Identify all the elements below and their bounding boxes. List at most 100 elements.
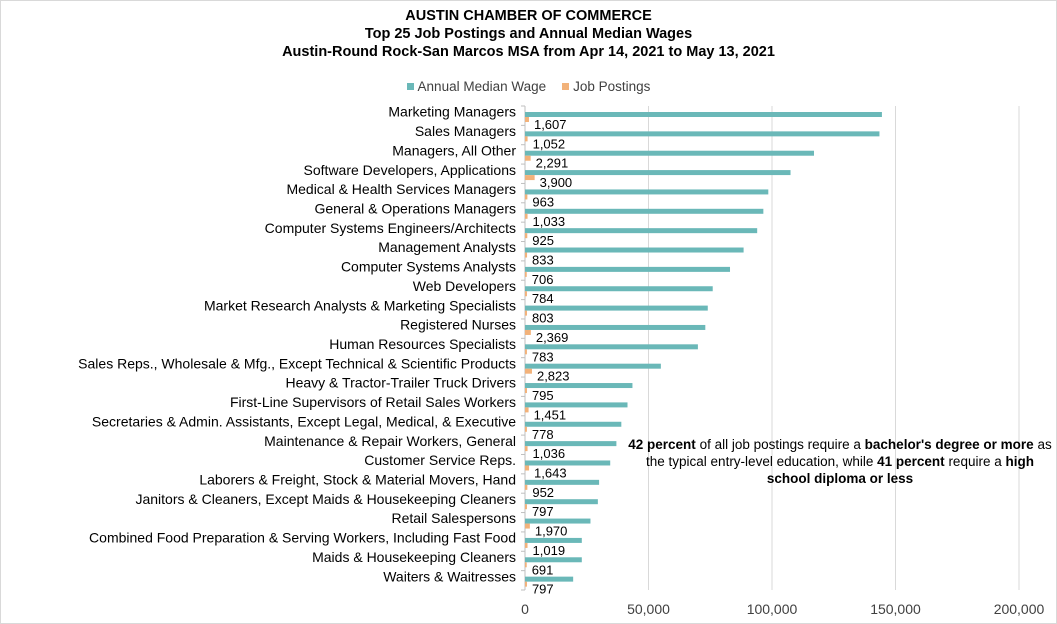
- annotation-part-3: bachelor's degree or more: [864, 437, 1034, 452]
- category-label: Retail Salespersons: [391, 510, 516, 526]
- chart-titles: AUSTIN CHAMBER OF COMMERCE Top 25 Job Po…: [0, 7, 1057, 61]
- wage-bar: [525, 228, 758, 234]
- legend-swatch-wage: [406, 83, 414, 90]
- postings-data-label: 797: [532, 582, 554, 597]
- annotation-part-1: 42 percent: [628, 437, 696, 452]
- postings-data-label: 784: [532, 291, 554, 306]
- postings-data-label: 1,019: [533, 543, 566, 558]
- category-label: General & Operations Managers: [314, 200, 516, 216]
- postings-data-label: 1,052: [533, 136, 566, 151]
- wage-bar: [525, 557, 582, 563]
- wage-bar: [525, 537, 582, 543]
- postings-data-label: 795: [532, 388, 554, 403]
- annotation-part-5: 41 percent: [877, 454, 945, 469]
- postings-data-label: 1,033: [533, 214, 566, 229]
- x-tick-label: 0: [521, 601, 529, 617]
- postings-bar: [525, 155, 531, 161]
- postings-bar: [525, 233, 528, 239]
- postings-data-label: 1,643: [534, 465, 567, 480]
- wage-bar: [525, 441, 617, 447]
- postings-data-label: 1,970: [535, 524, 568, 539]
- postings-data-label: 706: [532, 272, 554, 287]
- wage-bar: [525, 305, 708, 311]
- wage-bar: [525, 170, 791, 176]
- wage-bar: [525, 363, 661, 369]
- postings-bar: [525, 136, 528, 142]
- postings-data-label: 1,036: [533, 446, 566, 461]
- annotation-part-7: high school diploma or less: [766, 454, 1034, 486]
- chart-subtitle-2: Austin-Round Rock-San Marcos MSA from Ap…: [282, 44, 775, 60]
- legend-entry-wage: Annual Median Wage: [406, 79, 547, 94]
- postings-bar: [525, 252, 528, 258]
- category-label: Secretaries & Admin. Assistants, Except …: [92, 413, 516, 429]
- postings-bar: [525, 291, 527, 297]
- wage-bar: [525, 460, 611, 466]
- wage-bar: [525, 383, 633, 389]
- chart-subtitle-1: Top 25 Job Postings and Annual Median Wa…: [364, 26, 693, 42]
- category-label: Heavy & Tractor-Trailer Truck Drivers: [285, 375, 516, 391]
- category-label: Medical & Health Services Managers: [286, 181, 516, 197]
- wage-bar: [525, 344, 698, 350]
- wage-bar: [525, 150, 814, 156]
- postings-bar: [525, 426, 527, 432]
- postings-data-label: 925: [532, 233, 554, 248]
- category-label: Computer Systems Engineers/Architects: [265, 220, 516, 236]
- postings-data-label: 1,607: [534, 117, 567, 132]
- category-label: Sales Reps., Wholesale & Mfg., Except Te…: [78, 355, 516, 371]
- annotation-part-2: of all job postings require a: [695, 437, 865, 452]
- category-label: Software Developers, Applications: [304, 162, 516, 178]
- postings-bar: [525, 446, 528, 452]
- postings-bar: [525, 329, 531, 335]
- wage-bar: [525, 518, 591, 524]
- postings-data-label: 803: [532, 311, 554, 326]
- wage-bar: [525, 286, 713, 292]
- annotation-part-4: as the typical entry-level education, wh…: [646, 437, 1052, 469]
- wage-bar: [525, 189, 769, 195]
- category-label: Computer Systems Analysts: [341, 259, 516, 275]
- legend-label-postings: Job Postings: [573, 79, 651, 94]
- postings-bar: [525, 368, 532, 374]
- postings-bar: [525, 504, 527, 510]
- postings-bar: [525, 523, 530, 529]
- postings-bar: [525, 562, 527, 568]
- wage-bar: [525, 208, 764, 214]
- postings-data-label: 2,291: [536, 156, 569, 171]
- postings-bar: [525, 213, 528, 219]
- postings-bar: [525, 542, 528, 548]
- postings-bar: [525, 388, 527, 394]
- wage-bar: [525, 112, 882, 117]
- category-label: Waiters & Waitresses: [383, 568, 516, 584]
- postings-data-label: 833: [532, 253, 554, 268]
- wage-bar: [525, 131, 880, 137]
- category-label: Maids & Housekeeping Cleaners: [312, 549, 516, 565]
- legend-entry-postings: Job Postings: [562, 79, 650, 94]
- category-label: Janitors & Cleaners, Except Maids & Hous…: [135, 491, 516, 507]
- category-label: Registered Nurses: [400, 317, 516, 333]
- category-label: Human Resources Specialists: [329, 336, 516, 352]
- postings-bar: [525, 349, 527, 355]
- postings-bar: [525, 465, 530, 471]
- wage-bar: [525, 247, 744, 253]
- category-label: Managers, All Other: [392, 142, 516, 158]
- postings-bar: [525, 194, 528, 200]
- x-tick-label: 100,000: [747, 601, 798, 617]
- postings-data-label: 3,900: [540, 175, 573, 190]
- wage-bar: [525, 479, 600, 485]
- wage-bar: [525, 421, 622, 427]
- category-label: Market Research Analysts & Marketing Spe…: [204, 297, 516, 313]
- chart-title: AUSTIN CHAMBER OF COMMERCE: [405, 8, 652, 24]
- postings-bar: [525, 407, 529, 413]
- category-label: Laborers & Freight, Stock & Material Mov…: [199, 472, 516, 488]
- x-tick-label: 50,000: [627, 601, 670, 617]
- postings-data-label: 2,823: [537, 369, 570, 384]
- legend: Annual Median Wage Job Postings: [0, 79, 1057, 94]
- wage-bar: [525, 324, 706, 330]
- x-tick-label: 200,000: [994, 601, 1045, 617]
- wage-bar: [525, 402, 628, 408]
- category-label: Combined Food Preparation & Serving Work…: [89, 530, 516, 546]
- category-label: First-Line Supervisors of Retail Sales W…: [230, 394, 516, 410]
- legend-label-wage: Annual Median Wage: [417, 79, 547, 94]
- annotation-part-6: require a: [944, 454, 1006, 469]
- postings-data-label: 952: [532, 485, 554, 500]
